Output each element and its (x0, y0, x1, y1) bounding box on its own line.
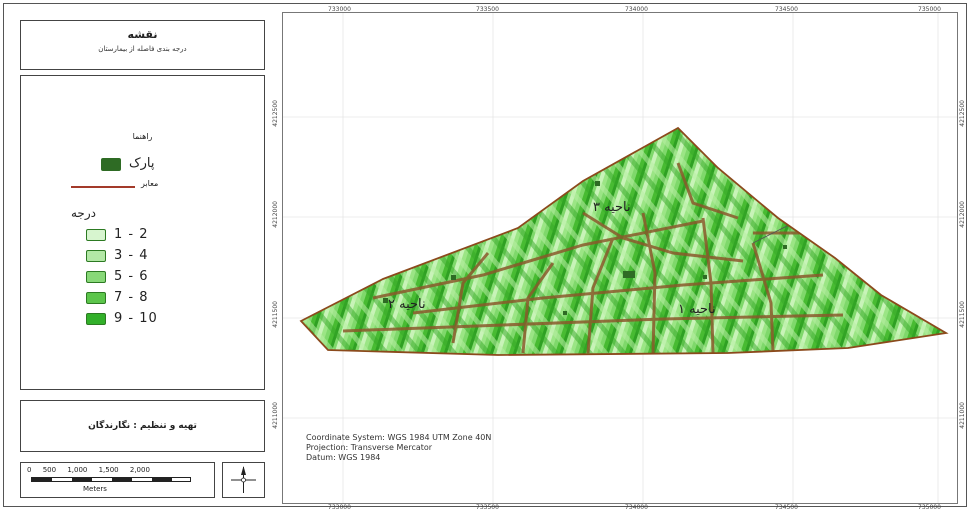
district-2-label: ناحیه ۲ (388, 297, 426, 312)
map-frame: ناحیه ۳ ناحیه ۲ ناحیه ۱ (282, 12, 958, 504)
parks (383, 181, 787, 315)
coord-label: 4211000 (272, 402, 279, 429)
coord-label: 735000 (918, 504, 941, 511)
title-panel: نقشه درجه بندی فاصله از بیمارستان (20, 20, 265, 70)
scale-tick: 2,000 (129, 466, 150, 474)
north-arrow-panel (222, 462, 265, 498)
map-canvas: ناحیه ۳ ناحیه ۲ ناحیه ۱ (283, 13, 957, 503)
scale-tick: 0 (27, 466, 32, 474)
class-swatch (86, 313, 106, 325)
map-layout-frame (3, 3, 967, 507)
legend-class-row: 1 - 2 (86, 227, 206, 243)
park-label: پارک (129, 156, 155, 171)
class-label: 7 - 8 (114, 290, 149, 305)
scale-tick: 1,000 (67, 466, 88, 474)
legend-class-row: 9 - 10 (86, 311, 206, 327)
legend-panel: راهنما پارک معابر درجه 1 - 2 3 - 4 5 - 6… (20, 75, 265, 390)
scale-tick: 1,500 (98, 466, 119, 474)
coord-label: 734000 (625, 6, 648, 13)
legend-park-row: پارک (83, 156, 213, 174)
author-panel: تهیه و تنظیم : نگارندگان (20, 400, 265, 452)
legend-class-row: 7 - 8 (86, 290, 206, 306)
scale-bar-panel: 0 500 1,000 1,500 2,000 Meters (20, 462, 215, 498)
coord-label: 733500 (476, 504, 499, 511)
scale-ticks: 0 500 1,000 1,500 2,000 (27, 466, 159, 474)
road-line-symbol (71, 186, 135, 188)
class-label: 9 - 10 (114, 311, 158, 326)
coord-label: 4211500 (272, 301, 279, 328)
projection-text: Projection: Transverse Mercator (306, 443, 433, 452)
road-network (342, 162, 844, 354)
legend-class-row: 5 - 6 (86, 269, 206, 285)
coord-label: 734500 (775, 6, 798, 13)
class-swatch (86, 229, 106, 241)
map-title: نقشه (127, 28, 158, 41)
legend-road-row: معابر (71, 179, 211, 192)
coord-label: 733000 (328, 504, 351, 511)
datum-text: Datum: WGS 1984 (306, 453, 381, 462)
coord-label: 4212500 (959, 100, 966, 127)
coord-label: 734000 (625, 504, 648, 511)
district-3-label: ناحیه ۳ (593, 200, 631, 215)
distance-zones (301, 128, 946, 355)
coord-label: 4211000 (959, 402, 966, 429)
projection-info: Coordinate System: WGS 1984 UTM Zone 40N… (306, 433, 491, 463)
author-text: تهیه و تنظیم : نگارندگان (88, 421, 197, 431)
study-area-boundary (299, 126, 949, 356)
road-label: معابر (141, 179, 159, 188)
coord-label: 733500 (476, 6, 499, 13)
legend-title: راهنما (132, 132, 153, 141)
scale-tick: 500 (42, 466, 57, 474)
coord-label: 734500 (775, 504, 798, 511)
class-label: 1 - 2 (114, 227, 149, 242)
map-subtitle: درجه بندی فاصله از بیمارستان (98, 45, 187, 53)
class-swatch (86, 271, 106, 283)
legend-class-row: 3 - 4 (86, 248, 206, 264)
coord-label: 735000 (918, 6, 941, 13)
class-swatch (86, 250, 106, 262)
scale-bar (31, 477, 191, 482)
north-arrow-icon (231, 466, 256, 493)
district-1-label: ناحیه ۱ (678, 302, 716, 317)
class-label: 3 - 4 (114, 248, 149, 263)
coord-label: 4212000 (272, 201, 279, 228)
coord-label: 4212500 (272, 100, 279, 127)
park-swatch (101, 158, 121, 171)
degree-title: درجه (71, 206, 96, 220)
class-swatch (86, 292, 106, 304)
class-label: 5 - 6 (114, 269, 149, 284)
coord-label: 733000 (328, 6, 351, 13)
scale-unit: Meters (83, 485, 107, 493)
coordinate-system-text: Coordinate System: WGS 1984 UTM Zone 40N (306, 433, 492, 442)
coord-label: 4212000 (959, 201, 966, 228)
coord-label: 4211500 (959, 301, 966, 328)
